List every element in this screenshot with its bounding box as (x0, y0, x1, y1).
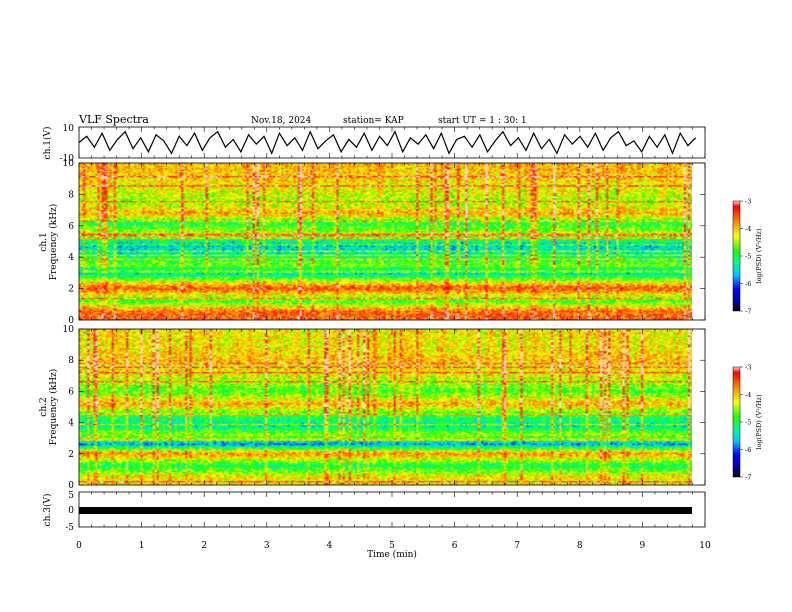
y-tick-label: 6 (68, 222, 74, 232)
ch3-waveform-panel: 5 0 -5 ch.3(V) 0 1 2 3 4 5 6 7 8 9 10 Time (min) (42, 491, 711, 560)
ch1-spec-ylabel-ch: ch.1 (39, 232, 49, 251)
x-tick-label: 5 (389, 541, 395, 551)
x-tick-label: 6 (452, 541, 458, 551)
y-tick-label: 10 (63, 159, 75, 169)
ch3-ytick-mid: 0 (68, 506, 74, 516)
ch1-waveform-line (78, 130, 697, 155)
colorbar-tick-label: -4 (745, 391, 751, 399)
colorbar-tick-label: -5 (745, 253, 751, 261)
x-tick-label: 0 (76, 541, 82, 551)
y-tick-label: 8 (68, 190, 74, 200)
y-tick-label: 0 (68, 316, 74, 326)
colorbar-tick-label: -6 (745, 280, 751, 288)
x-tick-label: 3 (264, 541, 270, 551)
ch3-ylabel: ch.3(V) (42, 494, 53, 527)
colorbar-tick-label: -5 (745, 419, 751, 427)
ch2-spectrogram-image (79, 329, 692, 485)
figure-title: VLF Spectra (78, 113, 149, 126)
ch2-spectrogram-panel: 0 2 4 6 8 10 ch.2 Frequency (kHz) (39, 325, 706, 491)
y-tick-label: 10 (63, 325, 75, 335)
x-tick-label: 10 (699, 541, 711, 551)
date-label: Nov.18, 2024 (251, 116, 312, 126)
y-tick-label: 4 (68, 253, 74, 263)
colorbar-tick-label: -3 (745, 198, 751, 206)
y-tick-label: 4 (68, 419, 74, 429)
colorbar-tick-label: -4 (745, 225, 751, 233)
colorbar-tick-label: -3 (745, 364, 751, 372)
ch1-waveform-panel: 10 -10 ch.1(V) (42, 124, 706, 164)
station-label: station= KAP (343, 116, 404, 126)
ch2-colorbar-label: log(PSD) (V²/Hz) (755, 394, 763, 449)
ch1-spectrogram-image (79, 163, 692, 320)
x-tick-label: 1 (139, 541, 145, 551)
ch1-colorbar: -3 -4 -5 -6 -7 log(PSD) (V²/Hz) (732, 198, 763, 316)
y-tick-label: 0 (68, 481, 74, 491)
ch3-waveform-band (79, 507, 692, 514)
y-tick-label: 6 (68, 387, 74, 397)
ch3-ytick-bottom: -5 (65, 523, 74, 533)
ch1-colorbar-label: log(PSD) (V²/Hz) (755, 228, 763, 283)
ch1-ylabel: ch.1(V) (42, 127, 53, 160)
colorbar-tick-label: -6 (745, 446, 751, 454)
x-tick-label: 4 (327, 541, 333, 551)
x-axis-label: Time (min) (367, 549, 417, 560)
x-tick-label: 2 (201, 541, 207, 551)
ch3-ytick-top: 5 (68, 491, 74, 501)
colorbar-tick-label: -7 (745, 474, 751, 482)
ch1-spectrogram-panel: 0 2 4 6 8 10 ch.1 Frequency (kHz) (39, 159, 706, 326)
ch1-spec-ylabel-freq: Frequency (kHz) (48, 204, 59, 281)
ch1-ytick-bottom: -10 (60, 154, 75, 164)
x-tick-label: 8 (577, 541, 583, 551)
y-tick-label: 2 (68, 450, 74, 460)
ch2-colorbar: -3 -4 -5 -6 -7 log(PSD) (V²/Hz) (732, 364, 763, 482)
start-ut-label: start UT = 1 : 30: 1 (438, 116, 527, 126)
x-tick-label: 7 (514, 541, 520, 551)
y-tick-label: 2 (68, 285, 74, 295)
ch1-ytick-top: 10 (63, 124, 75, 134)
colorbar-tick-label: -7 (745, 308, 751, 316)
ch2-spec-ylabel-freq: Frequency (kHz) (48, 369, 59, 446)
ch2-spec-ylabel-ch: ch.2 (39, 397, 49, 416)
y-tick-label: 8 (68, 356, 74, 366)
x-tick-label: 9 (640, 541, 646, 551)
